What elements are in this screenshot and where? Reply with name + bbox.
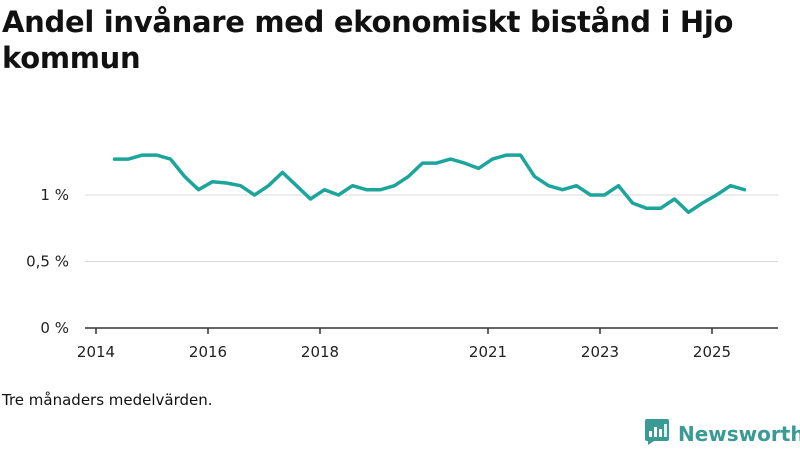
- brand-logo[interactable]: Newsworthy: [644, 418, 800, 450]
- x-tick-label: 2025: [693, 343, 731, 361]
- chart-title: Andel invånare med ekonomiskt bistånd i …: [2, 5, 734, 75]
- y-tick-label: 0 %: [40, 319, 69, 337]
- y-tick-labels: 0 % 0,5 % 1 %: [26, 186, 69, 337]
- x-tick-label: 2014: [77, 343, 115, 361]
- series-lines: [112, 153, 747, 215]
- x-tick-label: 2016: [189, 343, 227, 361]
- y-tick-label: 1 %: [40, 186, 69, 204]
- x-tick-label: 2021: [469, 343, 507, 361]
- x-tick-labels: 2014 2016 2018 2021 2023 2025: [77, 343, 731, 361]
- x-tick-label: 2023: [581, 343, 619, 361]
- x-axis: [85, 327, 778, 334]
- y-tick-label: 0,5 %: [26, 253, 69, 271]
- newsworthy-logo-icon: [644, 418, 670, 450]
- series-line: [112, 153, 747, 215]
- chart-note: Tre månaders medelvärden.: [2, 391, 213, 409]
- x-tick-label: 2018: [301, 343, 339, 361]
- brand-name: Newsworthy: [678, 422, 800, 446]
- gridlines: [85, 194, 778, 262]
